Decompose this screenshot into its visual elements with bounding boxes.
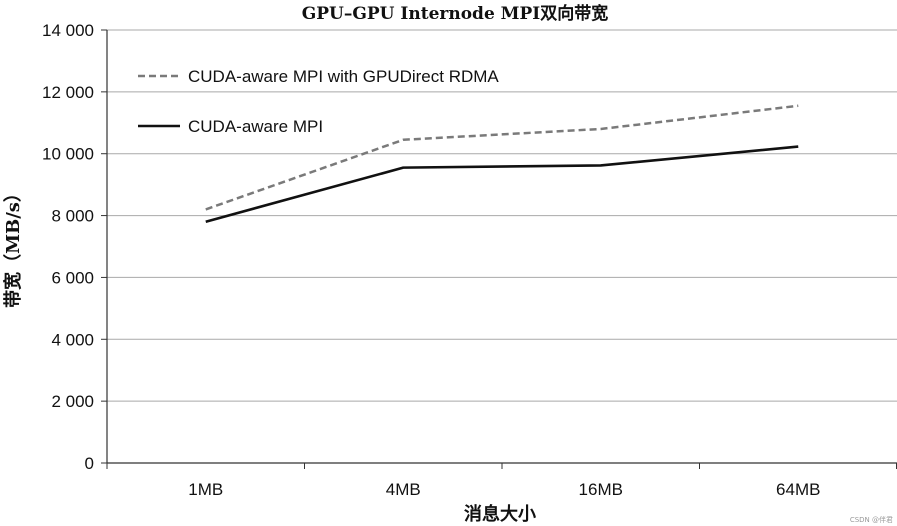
legend-label-2: CUDA-aware MPI [188, 117, 323, 136]
series-lines [205, 104, 799, 224]
x-tick-label: 16MB [579, 480, 623, 499]
watermark: CSDN @伴君 [850, 515, 893, 524]
y-tick-label: 2 000 [51, 392, 94, 411]
chart-title: GPU–GPU Internode MPI双向带宽 [302, 3, 608, 24]
y-tick-label: 10 000 [42, 145, 94, 164]
gridlines [101, 29, 897, 464]
legend-label-1: CUDA-aware MPI with GPUDirect RDMA [188, 67, 499, 86]
x-tick-labels: 1MB 4MB 16MB 64MB [188, 480, 820, 499]
x-tick-label: 4MB [386, 480, 421, 499]
y-tick-label: 12 000 [42, 83, 94, 102]
axes [106, 30, 897, 469]
x-axis-title: 消息大小 [464, 503, 536, 525]
y-tick-label: 0 [85, 454, 94, 473]
x-tick-label: 64MB [776, 480, 820, 499]
series-line-1 [205, 104, 799, 211]
y-tick-labels: 0 2 000 4 000 6 000 8 000 10 000 12 000 14 000 [42, 21, 94, 473]
y-tick-label: 14 000 [42, 21, 94, 40]
legend: CUDA-aware MPI with GPUDirect RDMA CUDA-a… [138, 67, 499, 136]
x-tick-label: 1MB [188, 480, 223, 499]
y-tick-label: 8 000 [51, 207, 94, 226]
y-tick-label: 4 000 [51, 330, 94, 349]
series-line-2 [205, 145, 799, 224]
y-tick-label: 6 000 [51, 268, 94, 287]
y-axis-title: 带宽（MB/s） [2, 184, 24, 308]
